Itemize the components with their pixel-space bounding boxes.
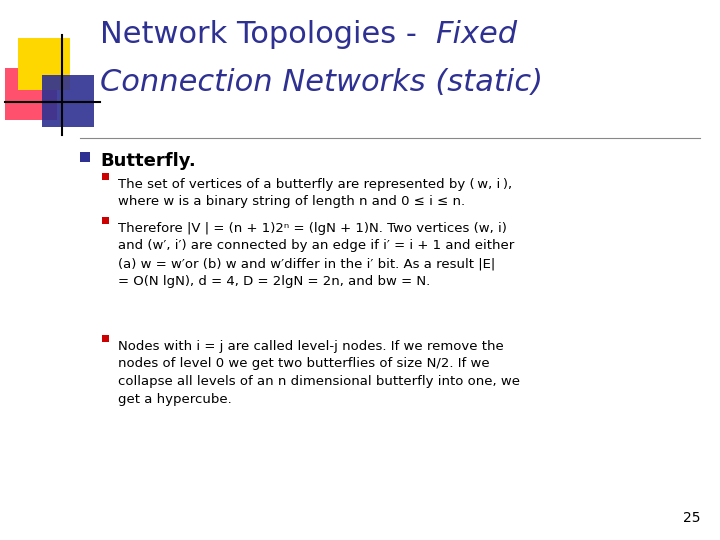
Bar [80, 152, 90, 162]
Text: Butterfly.: Butterfly. [100, 152, 196, 170]
Bar [18, 38, 70, 90]
Text: Connection Networks (static): Connection Networks (static) [100, 68, 543, 97]
Text: The set of vertices of a butterfly are represented by ( w, i ),
where w is a bin: The set of vertices of a butterfly are r… [118, 178, 512, 208]
Text: Nodes with i = j are called level-j nodes. If we remove the
nodes of level 0 we : Nodes with i = j are called level-j node… [118, 340, 520, 406]
Text: 25: 25 [683, 511, 700, 525]
Bar [5, 68, 57, 120]
Text: Network Topologies -: Network Topologies - [100, 20, 436, 49]
Text: Fixed: Fixed [435, 20, 517, 49]
Text: Therefore |V | = (n + 1)2ⁿ = (lgN + 1)N. Two vertices (w, i)
and (w′, i′) are co: Therefore |V | = (n + 1)2ⁿ = (lgN + 1)N.… [118, 222, 514, 287]
Bar [102, 173, 109, 180]
Bar [102, 217, 109, 224]
Bar [42, 75, 94, 127]
Bar [102, 335, 109, 342]
